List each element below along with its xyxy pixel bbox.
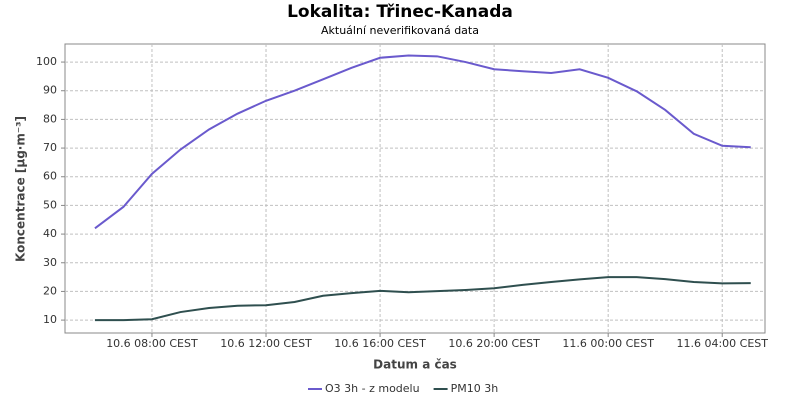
y-axis-label: Koncentrace [µg·m⁻³] [14,116,28,262]
y-tick-label: 100 [36,55,57,68]
y-tick-label: 50 [43,198,57,211]
y-tick-label: 80 [43,112,57,125]
legend-label: PM10 3h [451,382,499,395]
y-tick-label: 70 [43,141,57,154]
x-axis-label: Datum a čas [373,358,457,372]
y-tick-label: 10 [43,313,57,326]
series-line [94,276,751,322]
chart-subtitle: Aktuální neverifikovaná data [321,24,479,37]
legend-label: O3 3h - z modelu [325,382,420,395]
x-tick-label: 10.6 08:00 CEST [106,337,198,350]
x-tick-label: 10.6 16:00 CEST [334,337,426,350]
plot-area [64,43,766,334]
x-tick-label: 11.6 04:00 CEST [676,337,768,350]
x-tick-label: 10.6 12:00 CEST [220,337,312,350]
y-tick-label: 30 [43,256,57,269]
chart-title: Lokalita: Třinec-Kanada [287,2,513,22]
y-tick-label: 40 [43,227,57,240]
x-tick-label: 10.6 20:00 CEST [448,337,540,350]
series-line [94,54,751,230]
y-tick-label: 90 [43,84,57,97]
y-tick-label: 60 [43,170,57,183]
x-tick-label: 11.6 00:00 CEST [562,337,654,350]
y-tick-label: 20 [43,284,57,297]
